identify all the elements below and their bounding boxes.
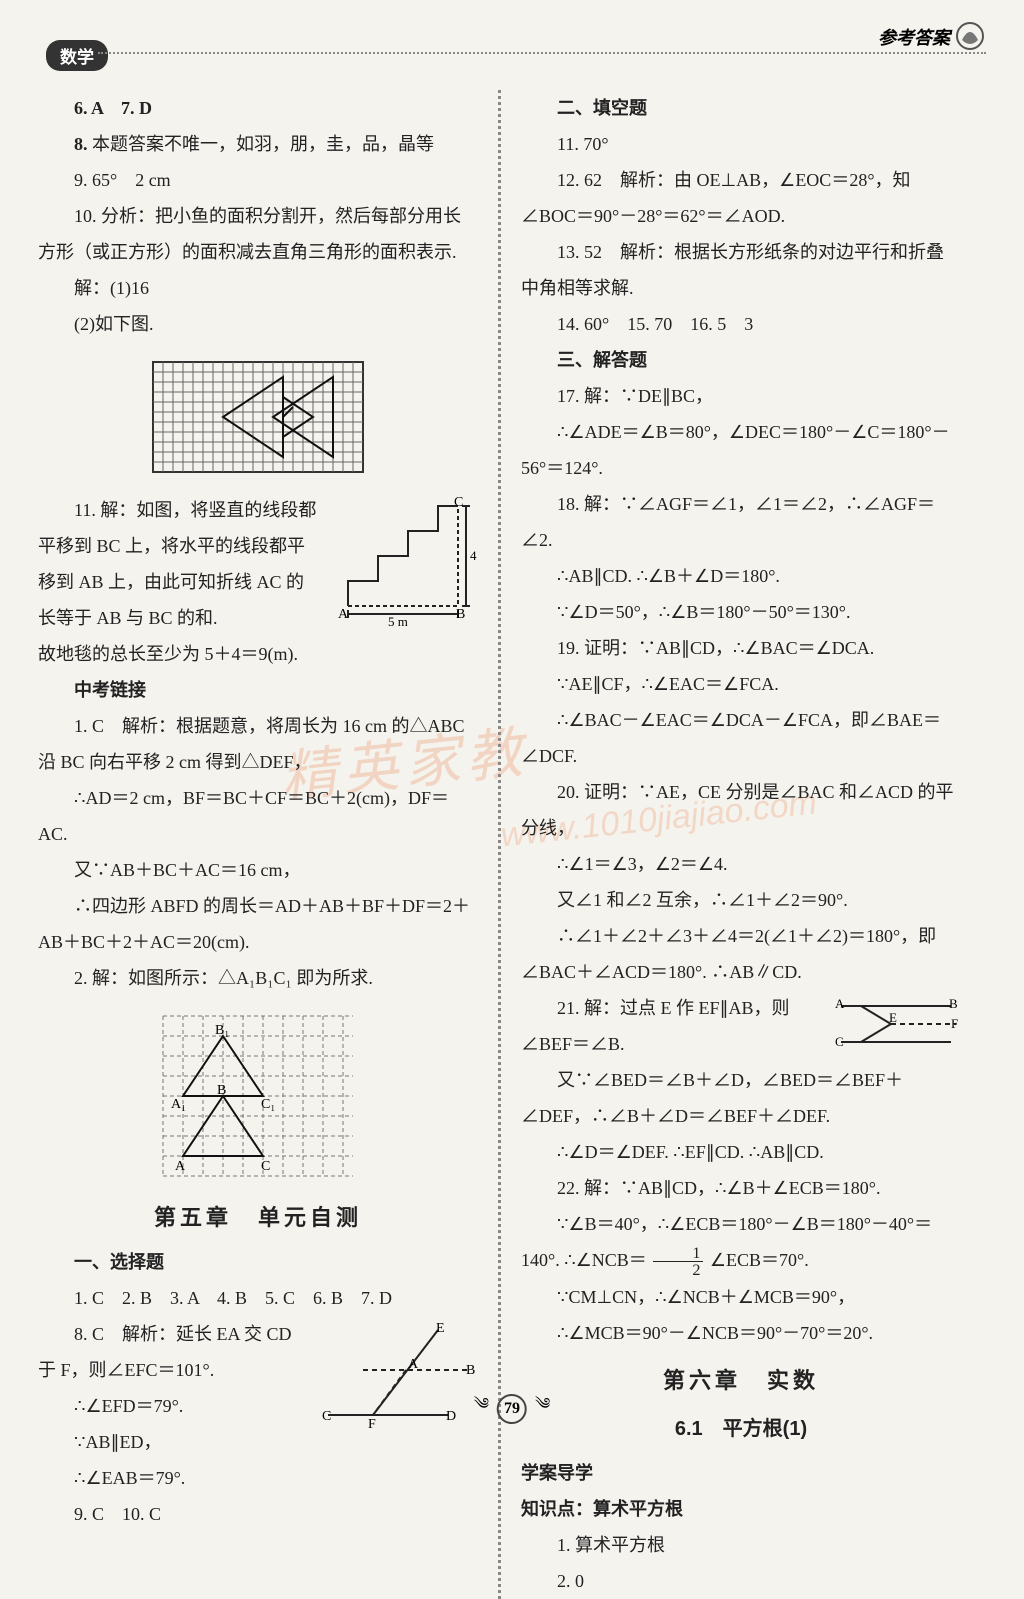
left-column: 6. A 7. D 8. 8. 本题答案不唯一，如羽，朋，圭，品，晶等本题答案不… [38,90,494,1599]
label-C: C [835,1034,844,1049]
text-line: 又∵∠BED＝∠B＋∠D，∠BED＝∠BEF＋∠DEF，∴∠B＋∠D＝∠BEF＋… [521,1062,961,1134]
chapter5-title: 第五章 单元自测 [38,1196,478,1240]
text-line: 11. 70° [521,126,961,162]
label-A: A [408,1357,419,1372]
label-C1: C₁ [261,1097,275,1112]
subsection-label: 三、解答题 [521,342,961,378]
text-line: 1. C 2. B 3. A 4. B 5. C 6. B 7. D [38,1280,478,1316]
text-line: ∴四边形 ABFD 的周长＝AD＋AB＋BF＋DF＝2＋AB＋BC＋2＋AC＝2… [38,888,478,960]
text-line: 19. 证明：∵AB∥CD，∴∠BAC＝∠DCA. [521,630,961,666]
text-line: 14. 60° 15. 70 16. 5 3 [521,306,961,342]
text-line: ∴∠ADE＝∠B＝80°，∠DEC＝180°－∠C＝180°－56°＝124°. [521,414,961,486]
text-line: ∵AE∥CF，∴∠EAC＝∠FCA. [521,666,961,702]
subsection-label: 一、选择题 [38,1244,478,1280]
label-A: A [175,1159,186,1174]
label-B: B [949,996,958,1011]
text-line: 10. 分析：把小鱼的面积分割开，然后每部分用长方形（或正方形）的面积减去直角三… [38,198,478,270]
text-line: ∴∠1＝∠3，∠2＝∠4. [521,846,961,882]
label-B: B [456,607,465,622]
flourish-left-icon: ༄ [474,1386,489,1431]
subsection-label: 知识点：算术平方根 [521,1491,961,1527]
flourish-right-icon: ༄ [535,1386,550,1431]
text-line: ∵CM⊥CN，∴∠NCB＋∠MCB＝90°， [521,1279,961,1315]
text-line: 解：(1)16 [38,270,478,306]
angle-figure: E A B C D F [318,1320,478,1430]
label-C: C [322,1409,331,1424]
chapter6-subtitle: 6.1 平方根(1) [521,1409,961,1449]
subsection-label: 二、填空题 [521,90,961,126]
text-line: 2. 0 [521,1563,961,1599]
label-E: E [889,1010,897,1025]
text-line: ∵∠D＝50°，∴∠B＝180°－50°＝130°. [521,594,961,630]
text-line: 9. C 10. C [38,1496,478,1532]
text-line: (2)如下图. [38,306,478,342]
right-column: 二、填空题 11. 70° 12. 62 解析：由 OE⊥AB，∠EOC＝28°… [505,90,961,1599]
text-line: 又∠1 和∠2 互余，∴∠1＋∠2＝90°. [521,882,961,918]
subsection-label: 中考链接 [38,672,478,708]
label-E: E [436,1321,445,1336]
text-line: 20. 证明：∵AE，CE 分别是∠BAC 和∠ACD 的平分线， [521,774,961,846]
text-line: 13. 52 解析：根据长方形纸条的对边平行和折叠中角相等求解. [521,234,961,306]
label-A: A [338,607,349,622]
q21-row: A B C E F 21. 解：过点 E 作 EF∥AB，则∠BEF＝∠B. [521,990,961,1062]
stair-row: A B C 5 m 4 m 11. 解：如图，将竖直的线段都平移到 BC 上，将… [38,492,478,636]
text-line: 18. 解：∵∠AGF＝∠1，∠1＝∠2，∴∠AGF＝∠2. [521,486,961,558]
text-line: 22. 解：∵AB∥CD，∴∠B＋∠ECB＝180°. [521,1170,961,1206]
content-columns: 6. A 7. D 8. 8. 本题答案不唯一，如羽，朋，圭，品，晶等本题答案不… [38,90,986,1599]
text-line: 12. 62 解析：由 OE⊥AB，∠EOC＝28°，知∠BOC＝90°－28°… [521,162,961,234]
triangle-translate-figure: A B C A₁ B₁ C₁ [153,1006,363,1186]
fraction: 12 [653,1245,703,1278]
label-F: F [368,1417,376,1430]
page-number: ༄ 79 ༄ [474,1386,551,1431]
text-line: ∴∠1＋∠2＋∠3＋∠4＝2(∠1＋∠2)＝180°，即∠BAC＋∠ACD＝18… [521,918,961,990]
label-B1: B₁ [215,1023,229,1038]
label-A: A [835,996,845,1011]
text-line: ∵∠B＝40°，∴∠ECB＝180°－∠B＝180°－40°＝140°. ∴∠N… [521,1206,961,1279]
text-line: 17. 解：∵DE∥BC， [521,378,961,414]
stair-figure: A B C 5 m 4 m [328,496,478,626]
label-4m: 4 m [470,548,478,563]
text-line: 2. 解：如图所示：△A₁B₁C₁ 即为所求. [38,960,478,996]
label-D: D [446,1409,456,1424]
q8-row: E A B C D F 8. C 解析：延长 EA 交 CD 于 F，则∠EFC… [38,1316,478,1496]
header-dotline [98,52,986,54]
text-span: ∠ECB＝70°. [710,1250,809,1270]
text-line: 故地毯的总长至少为 5＋4＝9(m). [38,636,478,672]
column-separator [498,90,501,1599]
text-line: ∴∠MCB＝90°－∠NCB＝90°－70°＝20°. [521,1315,961,1351]
subsection-label: 学案导学 [521,1455,961,1491]
page: 数学 参考答案 精英家教 www.1010jiajiao.com 6. A 7.… [0,0,1024,1447]
frac-den: 2 [653,1262,703,1278]
text-line: 又∵AB＋BC＋AC＝16 cm， [38,852,478,888]
label-B: B [217,1083,226,1098]
label-5m: 5 m [388,614,408,626]
parallel-figure: A B C E F [831,994,961,1054]
fish-grid-figure [143,352,373,482]
text-line: ∴∠D＝∠DEF. ∴EF∥CD. ∴AB∥CD. [521,1134,961,1170]
text-line: ∴AB∥CD. ∴∠B＋∠D＝180°. [521,558,961,594]
label-A1: A₁ [171,1097,186,1112]
text-line: 1. C 解析：根据题意，将周长为 16 cm 的△ABC 沿 BC 向右平移 … [38,708,478,780]
text-line: ∴AD＝2 cm，BF＝BC＋CF＝BC＋2(cm)，DF＝AC. [38,780,478,852]
subject-badge: 数学 [46,40,108,71]
text-line: ∴∠EAB＝79°. [38,1460,478,1496]
chapter6-title: 第六章 实数 [521,1359,961,1403]
label-C: C [261,1159,270,1174]
text-line: 8. 8. 本题答案不唯一，如羽，朋，圭，品，晶等本题答案不唯一，如羽，朋，圭，… [38,126,478,162]
answer-label: 参考答案 [878,24,950,50]
label-C: C [454,496,463,510]
text-line: ∴∠BAC－∠EAC＝∠DCA－∠FCA，即∠BAE＝∠DCF. [521,702,961,774]
text-line: 9. 65° 2 cm [38,162,478,198]
label-F: F [951,1016,958,1031]
ornament-icon [954,20,986,52]
page-header: 数学 参考答案 [38,30,986,70]
frac-num: 1 [653,1245,703,1262]
text-line: 6. A 7. D [38,90,478,126]
label-B: B [466,1363,475,1378]
page-number-value: 79 [497,1394,527,1424]
text-line: 1. 算术平方根 [521,1527,961,1563]
